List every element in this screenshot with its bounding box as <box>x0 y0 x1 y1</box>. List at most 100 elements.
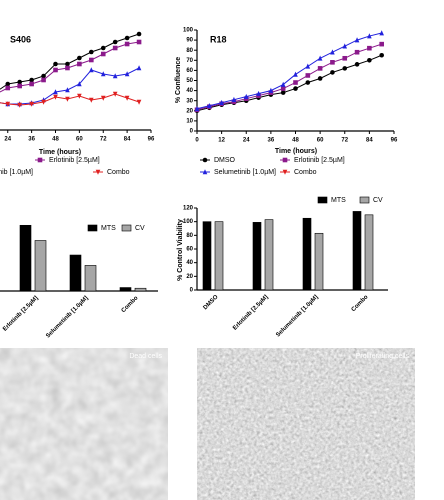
data-point <box>379 30 384 36</box>
data-point <box>305 73 311 78</box>
y-tick-label: 20 <box>186 274 193 280</box>
data-point <box>112 45 118 51</box>
x-tick-label: 36 <box>28 137 35 143</box>
data-point <box>293 71 298 77</box>
data-point <box>136 31 142 37</box>
legend-marker <box>95 169 101 175</box>
y-tick-label: 0 <box>190 288 194 294</box>
data-point <box>256 90 261 96</box>
x-tick-label: 84 <box>124 137 131 143</box>
data-point <box>112 39 118 45</box>
data-point <box>53 89 58 95</box>
data-point <box>65 96 70 102</box>
y-tick-label: 0 <box>190 129 194 135</box>
data-point <box>53 67 58 73</box>
data-point <box>53 61 58 67</box>
x-tick-label: 72 <box>100 137 107 143</box>
data-point <box>17 79 22 85</box>
micrograph <box>0 348 168 500</box>
data-point <box>367 58 372 63</box>
data-point <box>41 73 46 79</box>
data-point <box>29 81 34 87</box>
data-point <box>29 77 34 83</box>
y-axis-label: % Confluence <box>175 57 182 103</box>
x-tick-label: Erlotinib [2.5µM] <box>232 294 269 331</box>
y-tick-label: 100 <box>183 219 194 225</box>
series-line <box>0 33 140 90</box>
data-point <box>53 94 58 100</box>
legend-marker <box>37 157 43 163</box>
y-tick-label: 120 <box>183 206 194 212</box>
legend-label: DMSO <box>214 157 236 164</box>
data-point <box>317 76 323 81</box>
bar <box>202 221 212 291</box>
legend-label: Erlotinib [2.5µM] <box>294 157 345 164</box>
y-tick-label: 20 <box>186 108 193 114</box>
y-tick-label: 40 <box>186 88 193 94</box>
image-label: Dead cells <box>129 353 162 360</box>
x-tick-label: Selumetinib [1.0µM] <box>45 295 89 339</box>
data-point <box>5 101 11 107</box>
bar <box>214 221 224 291</box>
data-point <box>379 52 384 58</box>
legend-swatch <box>359 196 370 204</box>
x-tick-label: 84 <box>366 138 373 144</box>
data-point <box>112 73 118 79</box>
data-point <box>330 60 335 65</box>
x-tick-label: 48 <box>292 138 299 144</box>
data-point <box>5 85 11 91</box>
data-point <box>354 37 360 43</box>
x-tick-label: Selumetinib [1.0µM] <box>275 294 319 338</box>
data-point <box>330 70 335 75</box>
y-axis-label: % Control Viability <box>177 219 184 281</box>
legend-marker <box>282 157 288 163</box>
bar <box>34 240 47 292</box>
legend-marker <box>202 169 208 175</box>
legend-label: Combo <box>107 169 130 176</box>
x-tick-label: 96 <box>148 137 155 143</box>
data-point <box>280 86 286 91</box>
data-point <box>124 35 130 41</box>
x-tick-label: 72 <box>341 138 348 144</box>
legend-label: CV <box>373 197 383 204</box>
legend-label: Selumetinib [1.0µM] <box>0 169 33 176</box>
data-point <box>100 45 106 51</box>
x-tick-label: 96 <box>391 138 398 144</box>
y-tick-label: 60 <box>186 68 193 74</box>
legend-marker <box>282 169 288 175</box>
data-point <box>136 99 142 105</box>
y-tick-label: 80 <box>186 48 193 54</box>
bar <box>314 232 324 291</box>
y-tick-label: 50 <box>186 78 193 84</box>
data-point <box>89 49 94 55</box>
data-point <box>41 77 46 83</box>
data-point <box>100 71 106 77</box>
bar <box>69 254 82 292</box>
data-point <box>41 99 46 105</box>
data-point <box>354 62 360 67</box>
data-point <box>5 81 11 87</box>
data-point <box>342 43 348 49</box>
series-line <box>196 43 382 111</box>
data-point <box>293 80 298 85</box>
data-point <box>367 33 372 39</box>
legend-label: CV <box>135 225 145 232</box>
legend-label: MTS <box>331 197 346 204</box>
data-point <box>136 39 142 45</box>
data-point <box>89 57 94 63</box>
data-point <box>77 93 82 99</box>
image-label: Proliferating cells <box>356 353 410 360</box>
data-point <box>194 105 200 112</box>
y-tick-label: 80 <box>186 233 193 239</box>
data-point <box>379 41 384 47</box>
bar <box>84 265 97 292</box>
bar <box>252 222 262 291</box>
data-point <box>112 91 118 97</box>
x-tick-label: 24 <box>243 138 250 144</box>
data-point <box>317 55 323 61</box>
data-point <box>65 61 70 67</box>
data-point <box>17 102 22 108</box>
data-point <box>89 97 94 103</box>
x-tick-label: 0 <box>195 138 199 144</box>
data-point <box>100 95 106 101</box>
